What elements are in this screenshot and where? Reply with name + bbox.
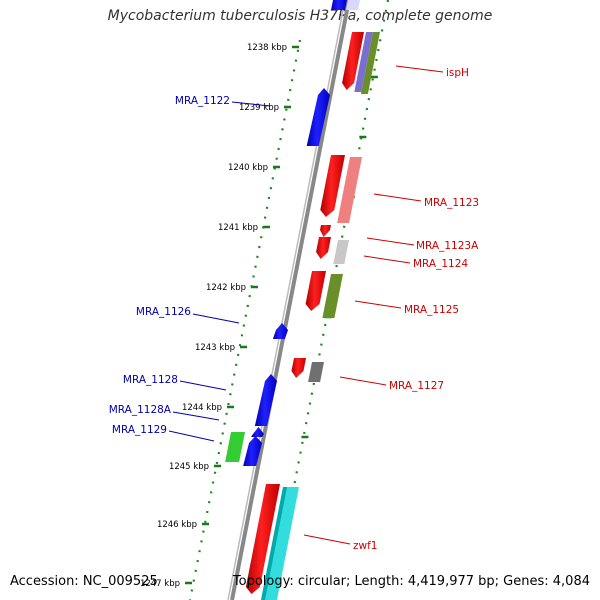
gene-MRA_1124 — [316, 237, 331, 259]
gene-MRA_1127 — [291, 358, 306, 378]
gene-label-MRA_1123: MRA_1123 — [424, 197, 479, 209]
kbp-tick-label: 1247 kbp — [140, 579, 180, 589]
gene-label-MRA_1124: MRA_1124 — [413, 258, 468, 270]
leader-line — [395, 65, 444, 73]
kbp-tick-label: 1238 kbp — [247, 43, 287, 53]
gene-label-MRA_1127: MRA_1127 — [389, 380, 444, 392]
leader-line — [231, 101, 271, 107]
gene-label-MRA_1122: MRA_1122 — [175, 95, 230, 107]
gene-label-MRA_1126: MRA_1126 — [136, 306, 191, 318]
cog-zwf1 — [261, 487, 299, 600]
gene-label-MRA_1129: MRA_1129 — [112, 424, 167, 436]
gene-MRA_1125 — [305, 271, 326, 311]
leader-line — [172, 411, 220, 421]
leader-line — [303, 534, 351, 545]
cog-MRA_1125 — [322, 274, 343, 318]
kbp-tick-label: 1240 kbp — [228, 163, 268, 173]
gene-top-partial-cog — [346, 0, 360, 10]
cog-ispH-b — [360, 32, 380, 94]
gene-MRA_1123 — [320, 155, 345, 217]
gene-top-partial — [331, 0, 347, 10]
gene-MRA_1128A — [251, 427, 264, 437]
cog-MRA_1127 — [308, 362, 324, 382]
kbp-tick-label: 1243 kbp — [195, 343, 235, 353]
gene-label-ispH: ispH — [446, 67, 469, 79]
outer-dotted-guide — [270, 0, 390, 600]
cog-MRA_1123 — [337, 157, 362, 223]
leader-line — [373, 193, 422, 202]
leader-line — [363, 255, 411, 264]
gene-MRA_1129 — [243, 436, 262, 466]
cog-MRA_1129 — [225, 432, 245, 462]
kbp-tick-label: 1239 kbp — [239, 103, 279, 113]
kbp-tick-label: 1244 kbp — [182, 403, 222, 413]
gene-label-MRA_1128A: MRA_1128A — [109, 404, 172, 416]
gene-zwf1 — [245, 484, 280, 594]
kbp-tick-label: 1242 kbp — [206, 283, 246, 293]
gene-MRA_1122 — [306, 88, 330, 146]
gene-label-MRA_1128: MRA_1128 — [123, 374, 178, 386]
gene-MRA_1128 — [254, 374, 277, 426]
leader-line — [179, 380, 227, 391]
gene-label-MRA_1123A: MRA_1123A — [416, 240, 479, 252]
leader-line — [354, 300, 402, 309]
leader-line — [192, 313, 240, 324]
cog-MRA_1124 — [333, 240, 349, 264]
map-title: Mycobacterium tuberculosis H37Ra, comple… — [107, 8, 493, 24]
gene-label-zwf1: zwf1 — [353, 540, 377, 552]
leader-line — [366, 237, 415, 246]
kbp-tick-label: 1241 kbp — [218, 223, 258, 233]
cog-zwf1-edge — [260, 487, 287, 600]
gene-ispH — [342, 32, 364, 90]
cog-ispH — [354, 32, 373, 92]
gene-MRA_1126 — [272, 323, 288, 339]
topology-text: Topology: circular; Length: 4,419,977 bp… — [232, 574, 590, 589]
leader-line — [168, 430, 215, 442]
kbp-tick-label: 1245 kbp — [169, 462, 209, 472]
backbone-line-outer — [230, 0, 351, 600]
gene-label-MRA_1125: MRA_1125 — [404, 304, 459, 316]
leader-line — [339, 376, 387, 386]
accession-text: Accession: NC_009525 — [10, 574, 158, 589]
kbp-tick-label: 1246 kbp — [157, 520, 197, 530]
gene-MRA_1123A — [320, 225, 331, 237]
